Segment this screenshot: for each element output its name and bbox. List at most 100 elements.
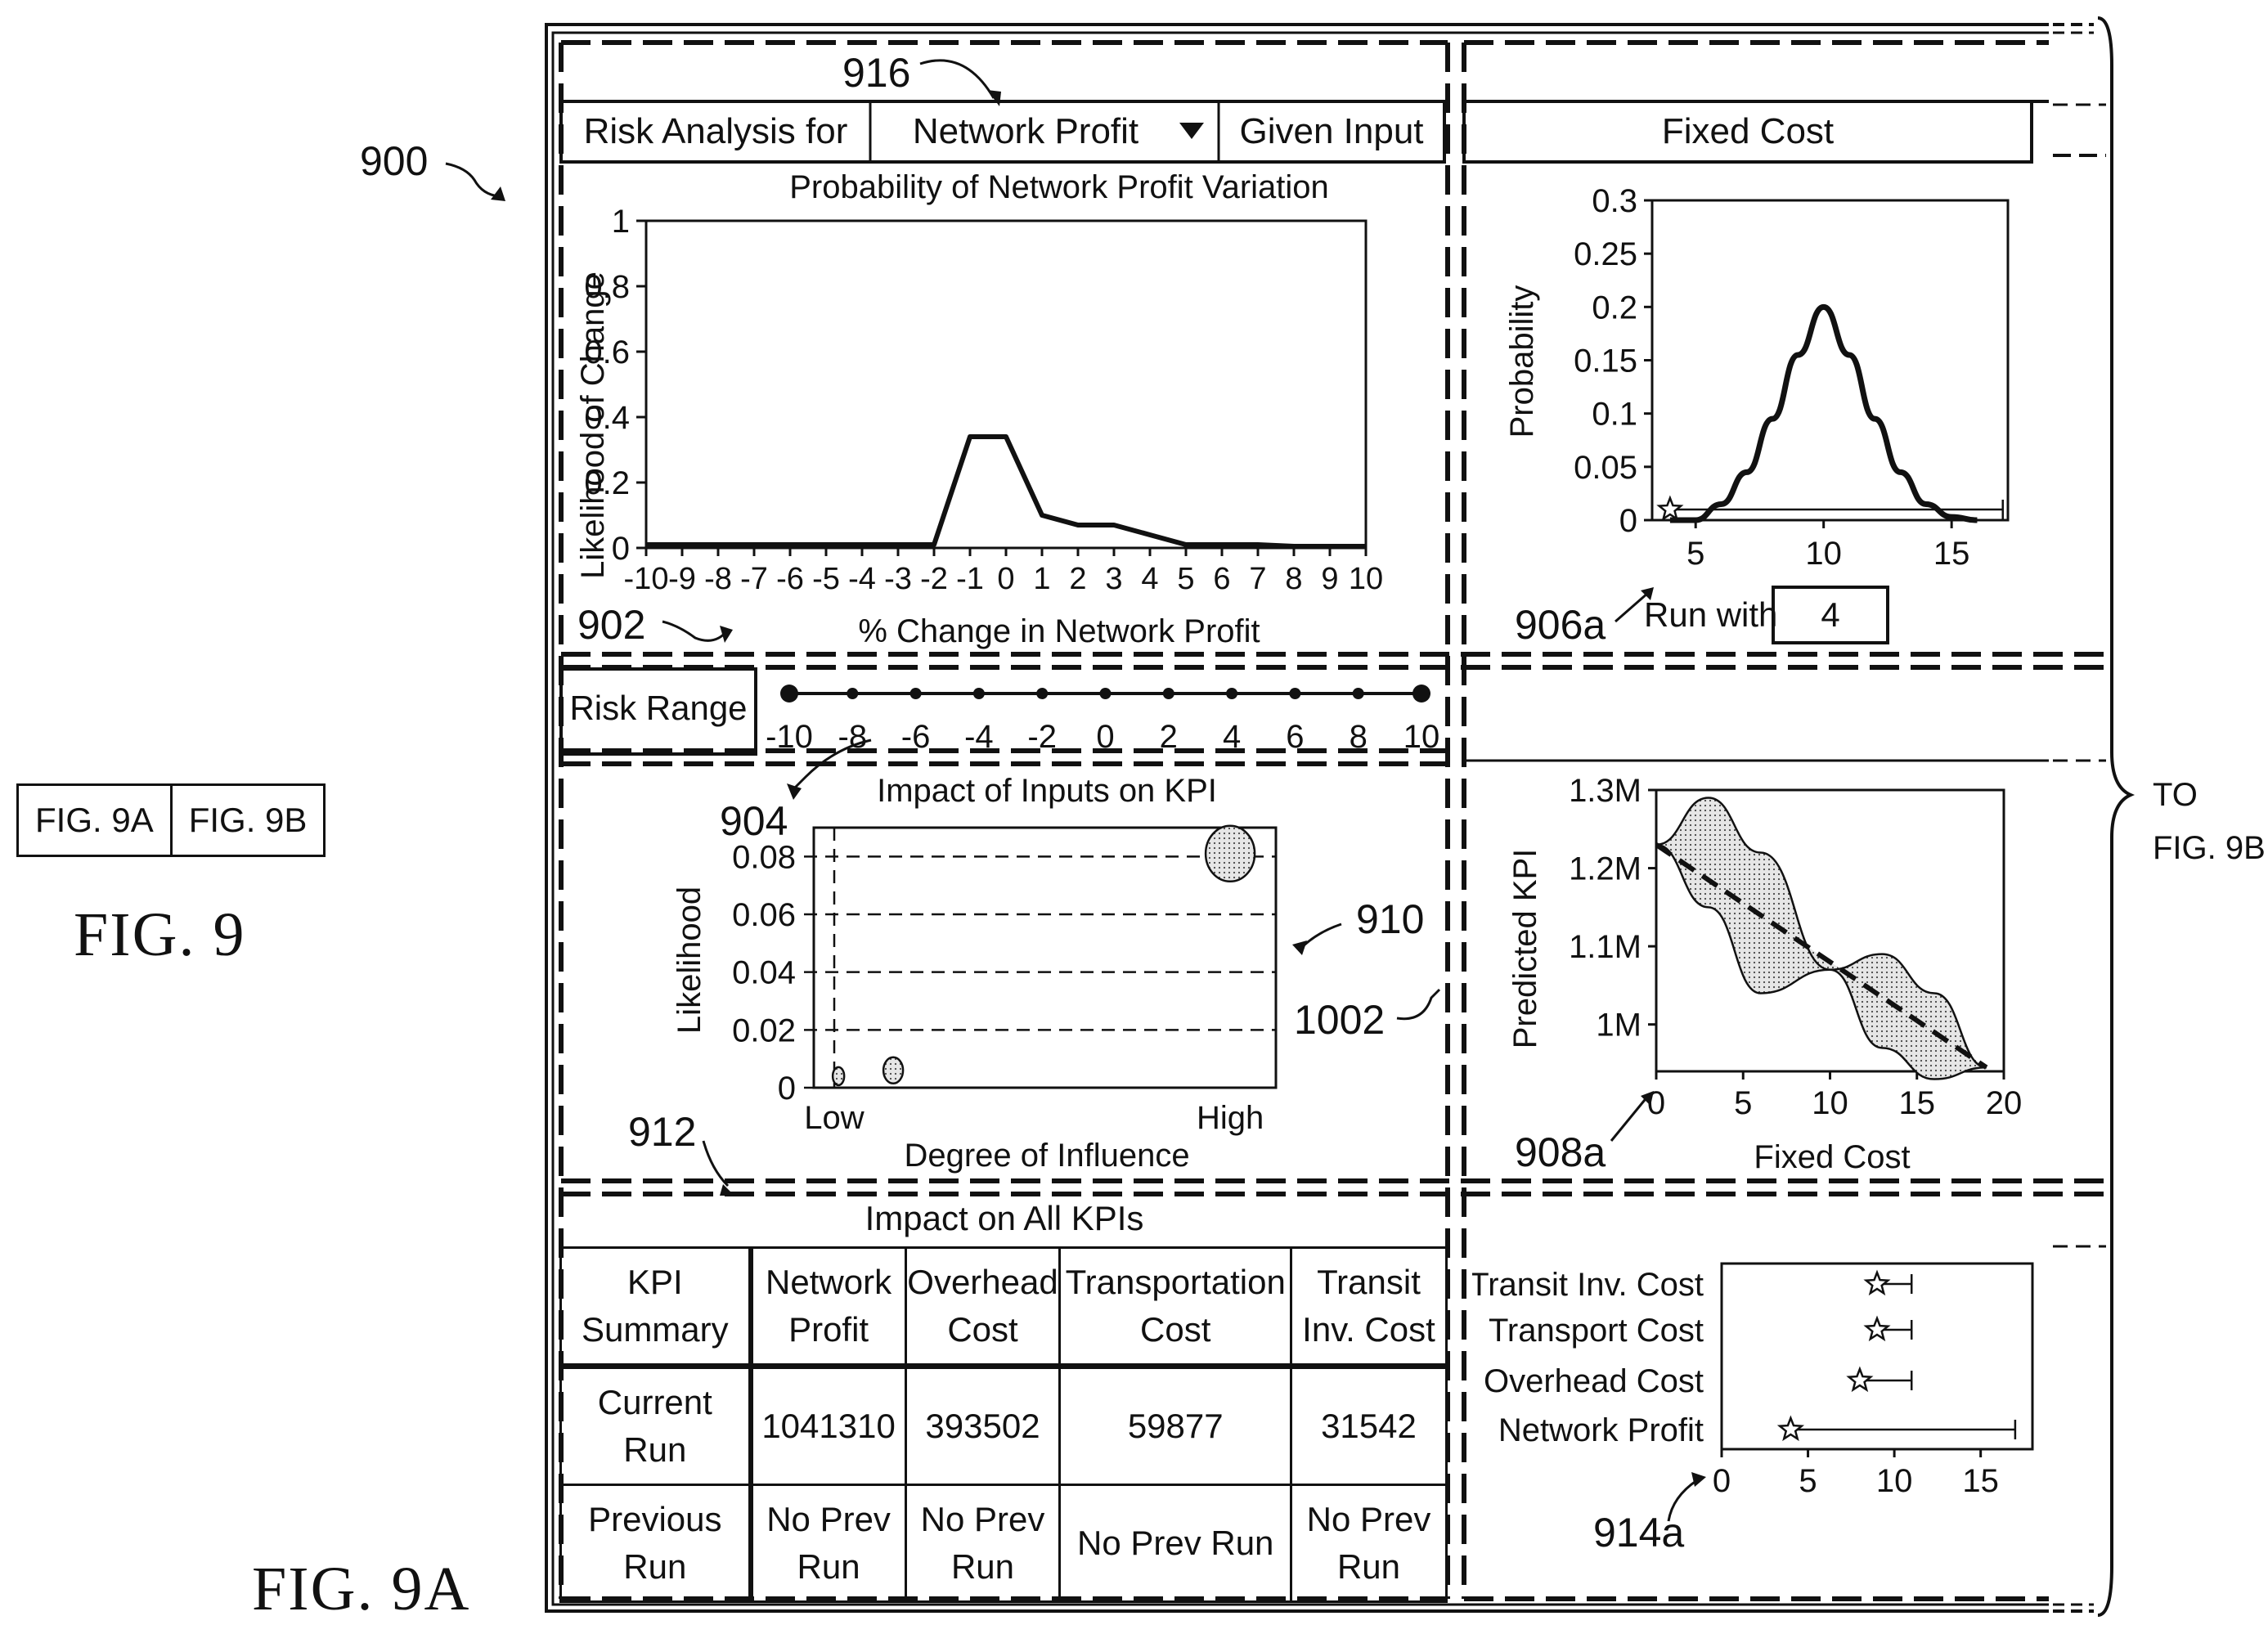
y-tick-label: 1.1M — [1569, 929, 1641, 965]
ref-902: 902 — [577, 602, 646, 648]
run-with-input[interactable]: 4 — [1821, 595, 1840, 634]
kpi-range-chart: Transit Inv. Cost Transport Cost Overhead … — [1472, 1262, 2034, 1499]
column-header: KPI Summary — [559, 1246, 753, 1369]
ref-1002: 1002 — [1294, 997, 1386, 1043]
slider-stop — [847, 688, 859, 699]
y-axis-label: Probability — [1504, 285, 1540, 438]
confidence-band — [1656, 797, 1987, 1068]
table-header-row: KPI Summary Network Profit Overhead Cost… — [559, 1246, 1448, 1369]
x-tick-label: 10 — [1805, 536, 1842, 572]
x-tick-label: -7 — [740, 562, 768, 596]
x-tick-label: 9 — [1321, 562, 1338, 596]
table-row: Current Run 1041310 393502 59877 31542 — [559, 1365, 1448, 1486]
bubble — [882, 1056, 905, 1085]
slider-tick-label: 10 — [1403, 719, 1440, 755]
column-header: Transportation Cost — [1058, 1246, 1292, 1369]
figure-label-9a: FIG. 9A — [252, 1555, 471, 1623]
y-tick-label: 1.2M — [1569, 851, 1641, 887]
x-tick-label: -10 — [624, 562, 669, 596]
slider-stop — [1226, 688, 1238, 699]
y-tick-label: 0.08 — [732, 839, 796, 875]
slider-tick-label: 4 — [1223, 719, 1241, 755]
ref-910: 910 — [1356, 896, 1425, 942]
x-tick-label: 8 — [1285, 562, 1302, 596]
risk-range-slider[interactable]: -10 -8 -6 -4 -2 0 2 4 6 8 10 — [761, 671, 1448, 756]
x-tick-label: 20 — [1986, 1085, 2023, 1121]
header-risk-label: Risk Analysis for — [583, 111, 848, 151]
table-cell: 1041310 — [749, 1365, 907, 1486]
x-tick-label: 5 — [1734, 1085, 1752, 1121]
x-tick-label: Low — [804, 1100, 864, 1136]
x-tick-label: 7 — [1249, 562, 1266, 596]
x-tick-label: 5 — [1799, 1463, 1817, 1499]
slider-stop — [972, 688, 985, 699]
table-cell: 393502 — [904, 1365, 1062, 1486]
slider-tick-label: -4 — [964, 719, 994, 755]
kpi-dropdown[interactable]: Network Profit — [912, 111, 1139, 151]
x-tick-label: 10 — [1812, 1085, 1848, 1121]
y-axis-label: Likelihood of Change — [575, 272, 611, 579]
kpi-table-title: Impact on All KPIs — [865, 1199, 1144, 1237]
category-label: Transport Cost — [1489, 1313, 1704, 1349]
y-tick-label: 0 — [1619, 503, 1637, 539]
continuation-line-1: TO — [2153, 777, 2198, 813]
slider-stop — [1099, 688, 1112, 699]
y-tick-label: 0.8 — [584, 269, 630, 305]
x-tick-label: -4 — [848, 562, 876, 596]
figure-key-left: FIG. 9A — [35, 801, 154, 839]
table-cell: No Prev Run — [1058, 1484, 1292, 1603]
table-cell: 31542 — [1289, 1365, 1448, 1486]
slider-stop — [1036, 688, 1049, 699]
x-tick-label: 6 — [1213, 562, 1230, 596]
ref-916: 916 — [842, 50, 911, 96]
column-header: Overhead Cost — [904, 1246, 1062, 1369]
y-tick-label: 0.15 — [1574, 343, 1637, 379]
ref-906a: 906a — [1515, 602, 1606, 648]
x-tick-label: -2 — [920, 562, 948, 596]
x-tick-label: 10 — [1876, 1463, 1913, 1499]
category-label: Overhead Cost — [1484, 1363, 1704, 1399]
star-marker-icon — [1776, 1415, 1805, 1442]
risk-range-label: Risk Range — [569, 689, 748, 727]
y-axis-label: Predicted KPI — [1507, 849, 1543, 1049]
input-selector[interactable]: Fixed Cost — [1661, 111, 1835, 151]
y-tick-label: 0.3 — [1592, 183, 1637, 219]
bubble — [831, 1066, 846, 1087]
continuation-line-2: FIG. 9B — [2153, 830, 2266, 866]
x-tick-label: 4 — [1141, 562, 1158, 596]
slider-tick-label: -6 — [901, 719, 931, 755]
x-tick-label: 2 — [1069, 562, 1086, 596]
y-axis-label: Likelihood — [671, 887, 707, 1034]
bubble — [1204, 824, 1256, 883]
y-tick-label: 0.1 — [1592, 397, 1637, 433]
column-header: Transit Inv. Cost — [1289, 1246, 1448, 1369]
table-cell: No Prev Run — [1289, 1484, 1448, 1603]
y-tick-label: 0.02 — [732, 1012, 796, 1048]
kpi-table: KPI Summary Network Profit Overhead Cost… — [559, 1246, 1448, 1603]
x-tick-label: 5 — [1177, 562, 1194, 596]
x-tick-label: -5 — [812, 562, 840, 596]
slider-tick-label: -10 — [766, 719, 813, 755]
x-tick-label: 1 — [1033, 562, 1050, 596]
series-line — [646, 434, 1366, 549]
plot-area — [644, 219, 1368, 550]
chart-title: Impact of Inputs on KPI — [877, 773, 1217, 809]
plot-area — [812, 826, 1278, 1089]
y-tick-label: 0.2 — [584, 465, 630, 501]
star-marker-icon — [1846, 1366, 1874, 1393]
ref-904: 904 — [720, 798, 788, 844]
y-tick-label: 0.25 — [1574, 236, 1637, 272]
ref-908a: 908a — [1515, 1129, 1606, 1175]
y-tick-label: 0.2 — [1592, 290, 1637, 325]
x-axis-label: % Change in Network Profit — [858, 613, 1260, 649]
y-tick-label: 0.05 — [1574, 450, 1637, 486]
plot-area — [1720, 1262, 2034, 1451]
ref-900: 900 — [360, 138, 429, 184]
y-tick-label: 1.3M — [1569, 773, 1641, 809]
x-tick-label: 10 — [1349, 562, 1383, 596]
slider-tick-label: 6 — [1286, 719, 1304, 755]
slider-stop — [909, 688, 922, 699]
row-header: Previous Run — [559, 1484, 753, 1603]
figure-key: FIG. 9A FIG. 9B — [16, 783, 326, 857]
category-label: Transit Inv. Cost — [1472, 1267, 1704, 1303]
